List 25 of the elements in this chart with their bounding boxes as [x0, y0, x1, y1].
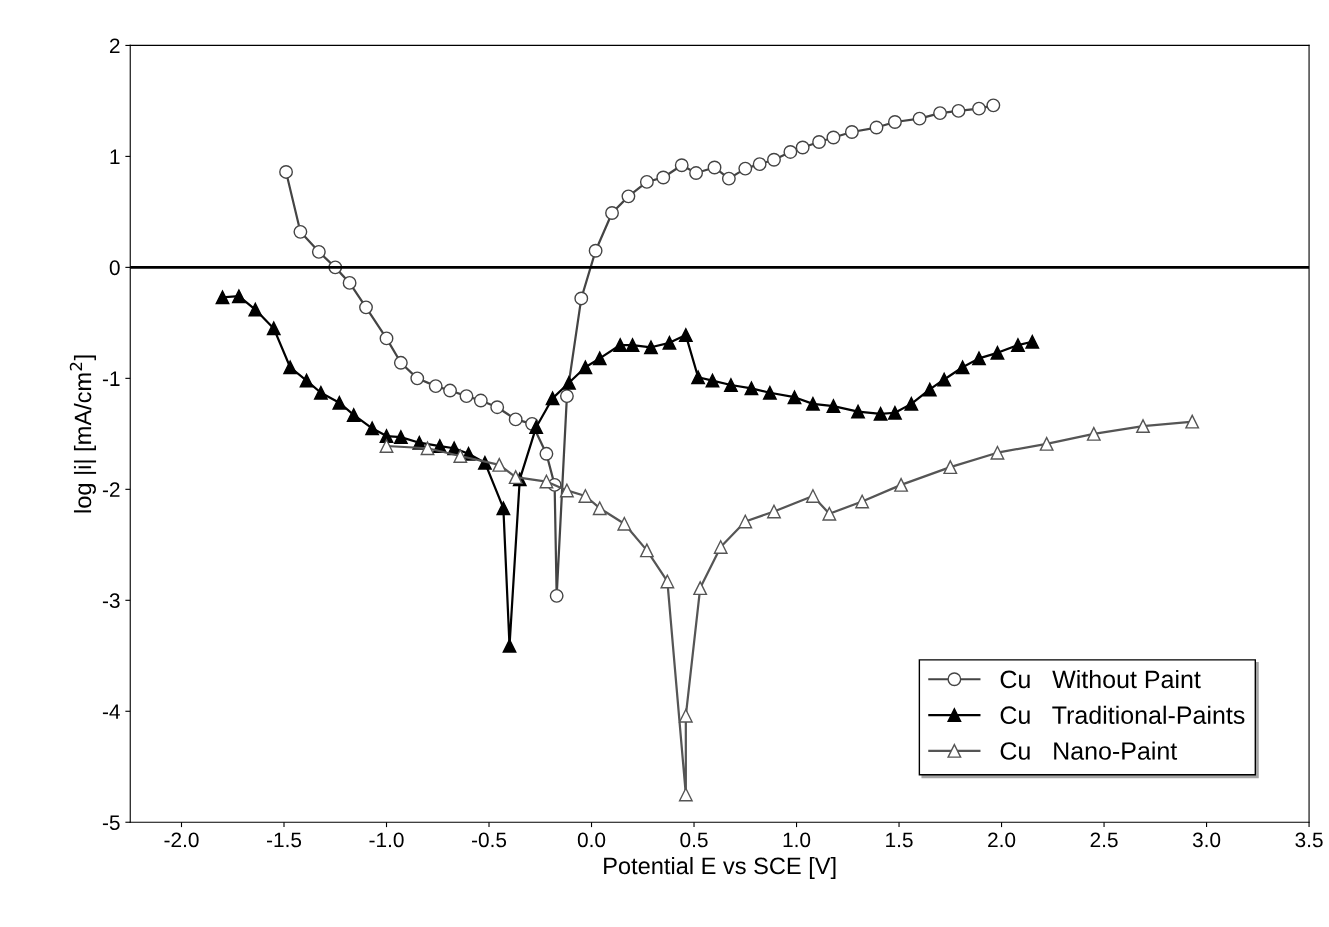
y-axis-title: log |i| [mA/cm$^{2}$] [69, 355, 97, 513]
x-tick-label: -1.5 [266, 832, 302, 848]
y-tick-label: -4 [102, 704, 120, 719]
y-tick-label: 0 [109, 260, 120, 276]
y-tick-label: -1 [102, 371, 120, 386]
x-tick-label: 3.0 [1192, 832, 1221, 848]
x-tick-label: -2.0 [164, 832, 199, 848]
legend-label: Cu Nano-Paint [1000, 741, 1178, 760]
x-tick-label: 2.5 [1090, 832, 1118, 848]
x-tick-label: -0.5 [471, 832, 507, 848]
x-tick-label: 3.5 [1295, 832, 1323, 848]
x-tick-label: 1.0 [783, 832, 811, 848]
y-tick-label: 1 [110, 149, 120, 164]
legend-label: Cu Without Paint [1000, 669, 1201, 689]
y-tick-label: -2 [102, 482, 120, 497]
y-tick-label: -3 [102, 593, 120, 609]
y-tick-label: 2 [109, 38, 120, 53]
x-tick-label: 1.5 [886, 832, 913, 848]
x-tick-label: 2.0 [988, 832, 1016, 848]
x-axis-title: Potential E vs SCE [V] [604, 856, 836, 879]
legend-label: Cu Traditional-Paints [1000, 705, 1245, 725]
x-tick-label: 0.0 [577, 832, 606, 848]
y-tick-label: -5 [102, 815, 120, 830]
x-tick-label: 0.5 [680, 832, 708, 848]
x-tick-label: -1.0 [369, 832, 404, 848]
